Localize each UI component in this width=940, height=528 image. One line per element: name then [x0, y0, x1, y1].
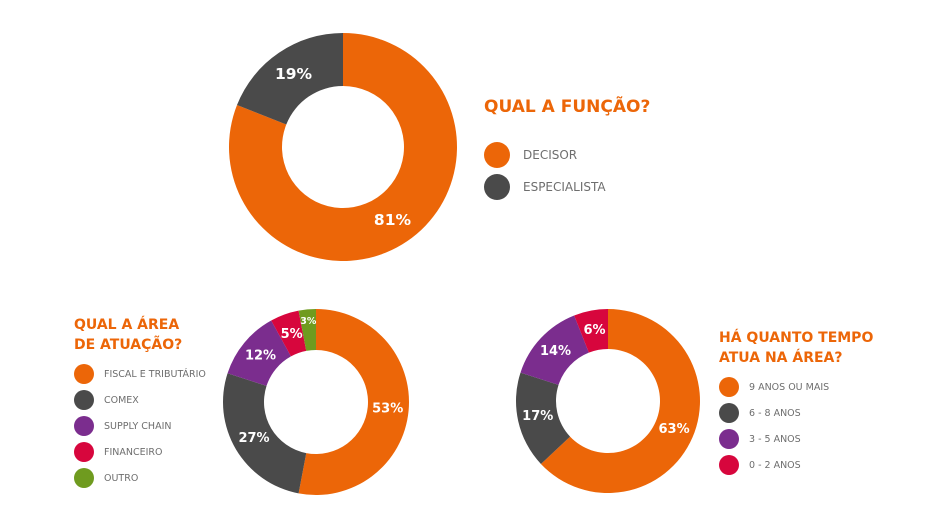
area-atuacao-slice-comex [223, 373, 307, 494]
tempo-area-donut-chart: 63% 17% 14% 6% [516, 309, 700, 493]
legend-label: FINANCEIRO [104, 446, 163, 458]
legend-label: 3 - 5 ANOS [749, 433, 801, 445]
area-atuacao-legend-item-comex: COMEX [74, 387, 206, 413]
funcao-legend-item-decisor: DECISOR [484, 139, 606, 171]
legend-swatch [74, 468, 94, 488]
tempo-area-legend-item-3-5-anos: 3 - 5 ANOS [719, 426, 829, 452]
funcao-slice-decisor [228, 33, 457, 261]
tempo-area-chart-title: HÁ QUANTO TEMPO ATUA NA ÁREA? [719, 328, 919, 368]
legend-swatch [719, 403, 739, 423]
legend-label: 6 - 8 ANOS [749, 407, 801, 419]
funcao-slice-especialista [237, 33, 343, 125]
area-atuacao-legend-item-outro: OUTRO [74, 465, 206, 491]
funcao-label-especialista: 19% [275, 65, 313, 83]
area-atuacao-label-comex: 27% [238, 431, 269, 446]
area-atuacao-label-supply-chain: 12% [245, 349, 276, 364]
legend-swatch [719, 377, 739, 397]
legend-swatch [74, 416, 94, 436]
area-atuacao-label-fiscal-e-tributario: 53% [372, 401, 403, 416]
tempo-area-label-6-8-anos: 17% [522, 409, 553, 424]
legend-swatch [74, 364, 94, 384]
tempo-area-legend: 9 ANOS OU MAIS 6 - 8 ANOS 3 - 5 ANOS 0 - 2 … [719, 374, 829, 478]
area-atuacao-legend: FISCAL E TRIBUTÁRIO COMEX SUPPLY CHAIN FINA… [74, 361, 206, 491]
area-atuacao-legend-item-supply-chain: SUPPLY CHAIN [74, 413, 206, 439]
tempo-area-label-3-5-anos: 14% [540, 344, 571, 359]
tempo-area-legend-item-9-anos-ou-mais: 9 ANOS OU MAIS [719, 374, 829, 400]
tempo-area-title-line-1: HÁ QUANTO TEMPO [719, 330, 874, 346]
legend-swatch [719, 455, 739, 475]
area-atuacao-legend-item-fiscal-e-tributario: FISCAL E TRIBUTÁRIO [74, 361, 206, 387]
area-atuacao-chart-title: QUAL A ÁREA DE ATUAÇÃO? [74, 315, 234, 355]
area-atuacao-title-line-1: QUAL A ÁREA [74, 317, 180, 333]
legend-label: SUPPLY CHAIN [104, 420, 172, 432]
tempo-area-legend-item-6-8-anos: 6 - 8 ANOS [719, 400, 829, 426]
area-atuacao-slice-financeiro [271, 310, 307, 357]
tempo-area-title-line-2: ATUA NA ÁREA? [719, 350, 843, 366]
legend-swatch [484, 142, 510, 168]
legend-swatch [484, 174, 510, 200]
area-atuacao-slice-fiscal-e-tributario [298, 309, 410, 495]
area-atuacao-slice-outro [298, 309, 316, 351]
legend-swatch [74, 390, 94, 410]
legend-swatch [719, 429, 739, 449]
legend-label: OUTRO [104, 472, 139, 484]
area-atuacao-legend-item-financeiro: FINANCEIRO [74, 439, 206, 465]
legend-label: 0 - 2 ANOS [749, 459, 801, 471]
tempo-area-label-9-anos-ou-mais: 63% [659, 422, 690, 437]
area-atuacao-label-outro: 3% [300, 316, 317, 327]
tempo-area-slice-0-2-anos [574, 309, 608, 353]
area-atuacao-title-line-2: DE ATUAÇÃO? [74, 337, 183, 353]
tempo-area-slice-9-anos-ou-mais [540, 309, 700, 493]
funcao-legend: DECISOR ESPECIALISTA [484, 139, 606, 203]
tempo-area-label-0-2-anos: 6% [583, 323, 605, 338]
tempo-area-slice-3-5-anos [520, 315, 589, 385]
area-atuacao-label-financeiro: 5% [281, 327, 303, 342]
legend-label: 9 ANOS OU MAIS [749, 381, 830, 393]
legend-label: DECISOR [523, 148, 578, 162]
legend-label: FISCAL E TRIBUTÁRIO [104, 368, 206, 380]
legend-swatch [74, 442, 94, 462]
area-atuacao-slice-supply-chain [227, 320, 291, 386]
funcao-label-decisor: 81% [374, 211, 412, 229]
funcao-donut-chart: 81% 19% [228, 33, 457, 261]
area-atuacao-donut-chart: 53% 27% 12% 5%3% [223, 309, 410, 495]
legend-label: COMEX [104, 394, 139, 406]
funcao-chart-title: QUAL A FUNÇÃO? [484, 97, 651, 117]
legend-label: ESPECIALISTA [523, 180, 606, 194]
tempo-area-slice-6-8-anos [516, 372, 571, 464]
funcao-legend-item-especialista: ESPECIALISTA [484, 171, 606, 203]
tempo-area-legend-item-0-2-anos: 0 - 2 ANOS [719, 452, 829, 478]
